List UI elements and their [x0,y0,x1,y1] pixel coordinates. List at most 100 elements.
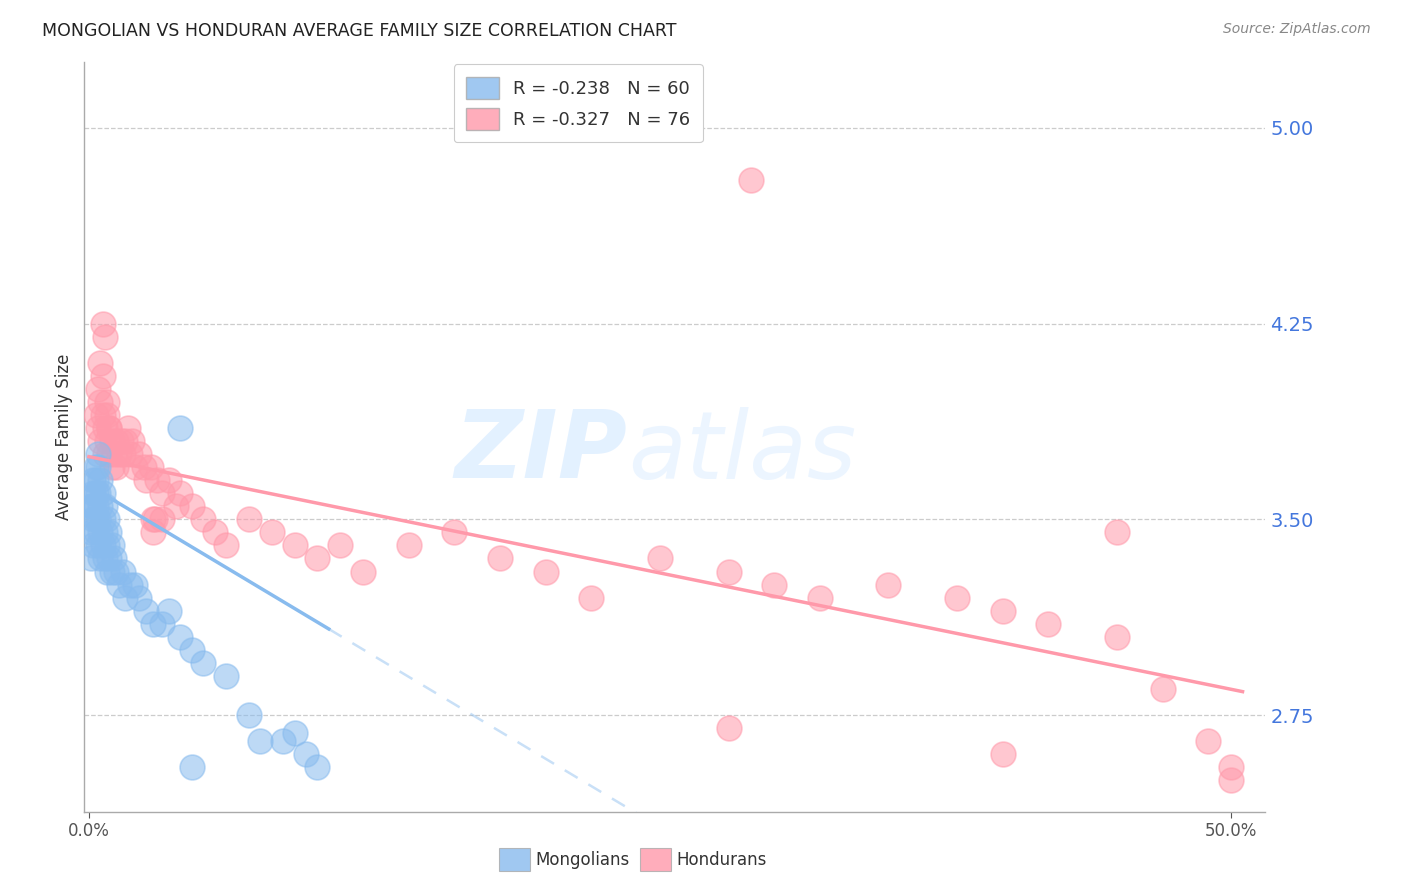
Point [534,565,557,579]
Point [96,408,118,422]
Point [84,486,107,500]
Point [89,500,111,514]
Point [96,434,118,448]
Point [91,317,114,331]
Point [124,460,146,475]
Y-axis label: Average Family Size: Average Family Size [55,354,73,520]
Text: MONGOLIAN VS HONDURAN AVERAGE FAMILY SIZE CORRELATION CHART: MONGOLIAN VS HONDURAN AVERAGE FAMILY SIZ… [42,22,676,40]
Point [191,512,214,526]
Point [150,512,173,526]
Point [329,538,352,552]
Point [238,512,260,526]
Point [87,447,110,461]
Point [146,473,169,487]
Point [87,382,110,396]
Point [135,604,157,618]
Point [98,421,121,435]
Point [991,747,1014,762]
Point [238,708,260,723]
Point [132,460,155,475]
Point [165,500,187,514]
Point [717,565,740,579]
Text: Mongolians: Mongolians [536,851,630,869]
Point [648,551,671,566]
Point [135,473,157,487]
Point [82,486,104,500]
Point [489,551,512,566]
Point [98,551,121,566]
Point [307,551,329,566]
Point [87,512,110,526]
Point [124,577,146,591]
Point [82,512,104,526]
Point [96,512,118,526]
Point [84,408,107,422]
Point [84,500,107,514]
Point [581,591,603,605]
Point [112,565,135,579]
Point [443,525,465,540]
Point [82,473,104,487]
Point [107,447,129,461]
Point [84,512,107,526]
Point [991,604,1014,618]
Point [105,460,128,475]
Point [82,538,104,552]
Point [118,577,141,591]
Point [717,721,740,735]
Point [91,486,114,500]
Point [84,460,107,475]
Point [169,486,191,500]
Point [180,760,202,774]
Point [103,551,125,566]
Point [91,368,114,383]
Point [283,726,305,740]
Point [1152,681,1174,696]
Point [94,500,117,514]
Point [271,734,294,748]
Point [249,734,271,748]
Point [128,591,150,605]
Point [100,538,122,552]
Point [307,760,329,774]
Point [110,434,132,448]
Point [89,473,111,487]
Point [295,747,318,762]
Point [94,525,117,540]
Point [260,525,283,540]
Point [1105,630,1128,644]
Point [89,356,111,370]
Point [89,394,111,409]
Point [96,394,118,409]
Text: Source: ZipAtlas.com: Source: ZipAtlas.com [1223,22,1371,37]
Point [215,669,238,683]
Point [94,447,117,461]
Point [204,525,226,540]
Point [215,538,238,552]
Point [87,538,110,552]
Point [157,604,180,618]
Point [87,460,110,475]
Point [91,408,114,422]
Point [180,643,202,657]
Point [121,434,143,448]
Legend: R = -0.238   N = 60, R = -0.327   N = 76: R = -0.238 N = 60, R = -0.327 N = 76 [454,64,703,143]
Point [946,591,969,605]
Point [740,173,762,187]
Point [1105,525,1128,540]
Point [157,473,180,487]
Text: ZIP: ZIP [454,406,627,498]
Point [91,538,114,552]
Point [1197,734,1219,748]
Point [808,591,831,605]
Point [100,565,122,579]
Point [128,447,150,461]
Point [150,486,173,500]
Point [80,551,103,566]
Point [105,565,128,579]
Point [100,460,122,475]
Point [142,512,165,526]
Point [117,421,139,435]
Point [180,500,202,514]
Point [283,538,305,552]
